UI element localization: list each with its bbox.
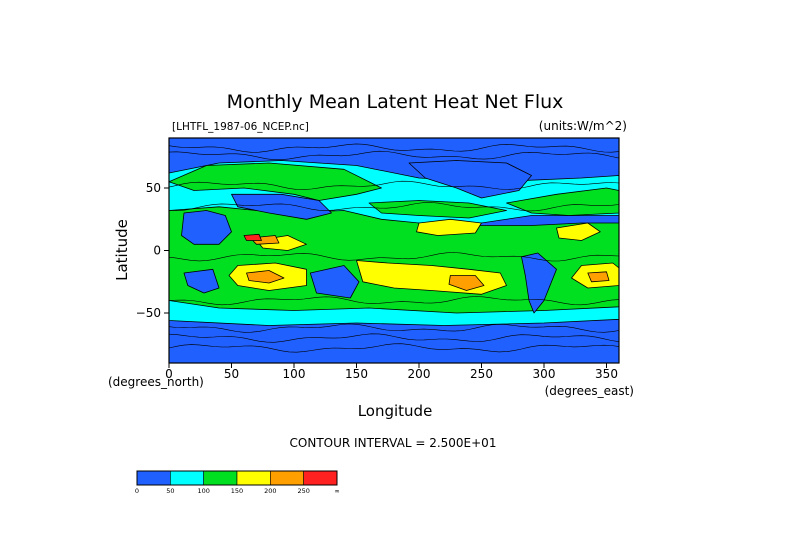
contour-line — [168, 343, 620, 353]
colorbar-label: 100 — [197, 487, 209, 495]
contour-line — [168, 150, 620, 160]
x-axis-ticks: 0 50 100 150 200 250 300 350 — [165, 363, 618, 381]
flux-region — [416, 218, 482, 236]
plot-area — [168, 137, 620, 364]
contour-line — [168, 180, 620, 190]
colorbar-bin — [203, 470, 238, 486]
colorbar: 0 50 100 150 200 250 ∞ — [135, 470, 340, 495]
contour-interval-text: CONTOUR INTERVAL = 2.500E+01 — [290, 436, 497, 450]
colorbar-label: ∞ — [334, 487, 339, 495]
x-tick-label: 150 — [345, 367, 368, 381]
x-tick-label: 250 — [470, 367, 493, 381]
flux-region — [521, 252, 557, 314]
x-tick-label: 350 — [595, 367, 618, 381]
x-tick-label: 0 — [165, 367, 173, 381]
y-tick-label: 50 — [146, 181, 161, 195]
units-label: (units:W/m^2) — [539, 119, 627, 133]
flux-region — [231, 193, 332, 220]
flux-region — [309, 265, 360, 299]
flux-region — [587, 271, 610, 283]
colorbar-label: 150 — [231, 487, 243, 495]
y-axis-ticks: 50 0 −50 — [136, 181, 169, 320]
flux-region — [181, 210, 232, 245]
flux-region — [408, 160, 532, 199]
colorbar-bin — [303, 470, 338, 486]
flux-region — [243, 233, 262, 241]
colorbar-bin — [136, 470, 171, 486]
flux-region — [183, 268, 220, 294]
file-label: [LHTFL_1987-06_NCEP.nc] — [172, 121, 309, 133]
flux-region — [168, 162, 382, 201]
x-tick-label: 200 — [408, 367, 431, 381]
colorbar-label: 250 — [297, 487, 309, 495]
chart-title: Monthly Mean Latent Heat Net Flux — [227, 91, 564, 113]
contour-line — [168, 252, 620, 262]
flux-region — [368, 200, 507, 219]
x-tick-label: 300 — [533, 367, 556, 381]
colorbar-bin — [170, 470, 204, 486]
flux-region — [448, 275, 485, 291]
y-tick-label: −50 — [136, 306, 161, 320]
y-tick-label: 0 — [153, 244, 161, 258]
colorbar-label: 200 — [264, 487, 276, 495]
y-units-label: (degrees_north) — [108, 375, 204, 389]
colorbar-label: 0 — [135, 487, 139, 495]
colorbar-bin — [236, 470, 271, 486]
contour-line — [168, 202, 620, 212]
colorbar-bin — [270, 470, 304, 486]
y-axis-label: Latitude — [113, 219, 131, 281]
colorbar-label: 50 — [166, 487, 174, 495]
contour-line — [168, 143, 620, 153]
x-tick-label: 100 — [283, 367, 306, 381]
flux-region — [556, 222, 601, 241]
contour-line — [168, 323, 620, 333]
contour-line — [168, 296, 620, 306]
colorbar-frame — [136, 470, 338, 486]
contour-line — [168, 333, 620, 343]
x-tick-label: 50 — [224, 367, 239, 381]
x-units-label: (degrees_east) — [545, 384, 634, 398]
flux-region — [246, 270, 285, 284]
x-axis-label: Longitude — [358, 402, 433, 420]
